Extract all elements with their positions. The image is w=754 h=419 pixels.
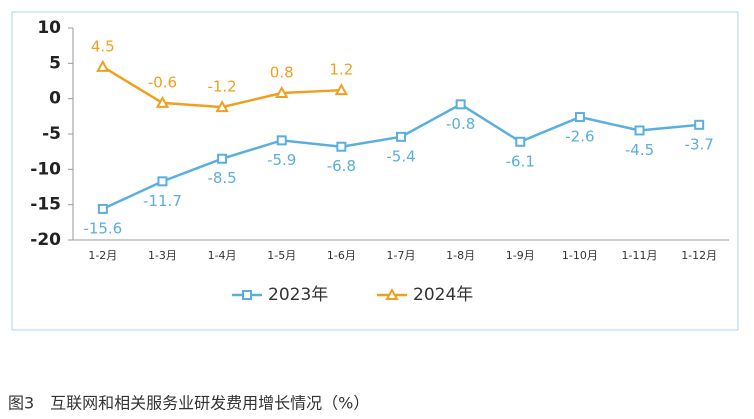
y-tick-label: -10: [30, 159, 61, 179]
data-label: -2.6: [565, 128, 594, 146]
x-tick-label: 1-4月: [208, 249, 237, 262]
marker: [157, 176, 168, 187]
y-tick-label: -5: [42, 124, 61, 144]
marker: [155, 95, 170, 108]
data-label: 4.5: [91, 37, 115, 55]
data-label: -5.4: [386, 147, 415, 165]
x-tick-label: 1-9月: [506, 249, 535, 262]
legend-marker: [242, 290, 252, 300]
marker: [396, 131, 406, 142]
x-tick-label: 1-3月: [148, 249, 177, 262]
data-label: -8.5: [207, 169, 236, 187]
x-tick-label: 1-6月: [327, 249, 356, 262]
x-tick-label: 1-12月: [681, 249, 717, 262]
caption: 图3 互联网和相关服务业研发费用增长情况（%）: [8, 394, 369, 413]
y-tick-label: 10: [37, 18, 61, 38]
y-tick-label: -20: [30, 230, 61, 250]
data-label: -4.5: [625, 141, 654, 159]
y-tick-label: 0: [49, 89, 61, 109]
legend-label: 2024年: [413, 285, 473, 305]
marker: [217, 153, 228, 164]
marker: [96, 59, 110, 72]
marker: [215, 100, 229, 113]
data-label: -15.6: [83, 219, 122, 237]
data-label: 0.8: [270, 64, 294, 82]
x-tick-label: 1-10月: [562, 249, 598, 262]
marker: [336, 141, 347, 152]
data-label: -1.2: [207, 78, 236, 96]
data-label: -0.8: [446, 115, 475, 133]
chart-frame: [11, 11, 739, 331]
y-tick-label: 5: [49, 53, 61, 73]
x-tick-label: 1-2月: [88, 249, 117, 262]
x-tick-label: 1-11月: [622, 249, 658, 262]
data-label: -6.8: [327, 157, 356, 175]
data-label: -5.9: [267, 151, 296, 169]
marker: [455, 99, 466, 110]
data-label: -3.7: [685, 135, 714, 153]
marker: [515, 136, 526, 147]
x-tick-label: 1-7月: [387, 249, 416, 262]
data-label: -0.6: [148, 73, 177, 91]
data-label: 1.2: [329, 61, 353, 79]
marker: [634, 125, 645, 136]
y-tick-label: -15: [30, 195, 61, 215]
marker: [275, 85, 289, 99]
marker: [334, 83, 349, 96]
marker: [574, 112, 585, 123]
x-tick-label: 1-5月: [267, 249, 296, 262]
marker: [276, 135, 287, 146]
x-tick-label: 1-8月: [446, 249, 475, 262]
data-label: -6.1: [506, 152, 535, 170]
legend-label: 2023年: [268, 285, 328, 305]
marker: [694, 119, 705, 130]
legend-marker: [385, 287, 399, 300]
marker: [97, 203, 108, 214]
data-label: -11.7: [143, 192, 182, 210]
